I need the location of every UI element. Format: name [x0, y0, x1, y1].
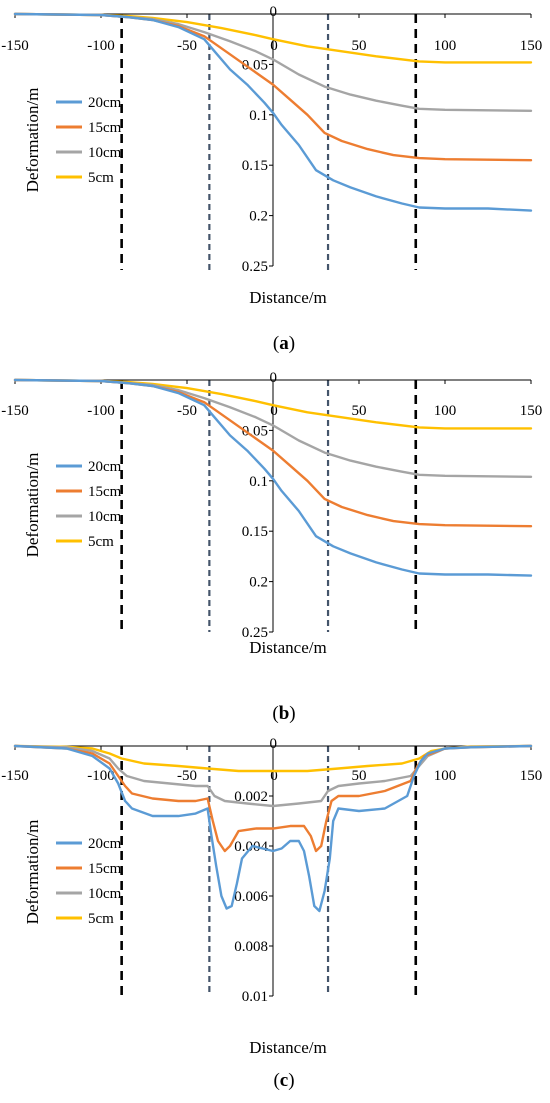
- y-tick-label: 0.002: [234, 789, 268, 805]
- x-tick-label: -150: [1, 38, 29, 54]
- legend-label: 5cm: [88, 911, 114, 927]
- x-tick-label: -50: [177, 403, 197, 419]
- x-tick-label: 50: [352, 38, 367, 54]
- x-tick-label: 100: [434, 38, 457, 54]
- caption-letter: a: [279, 333, 289, 354]
- x-tick-label: 150: [520, 768, 543, 784]
- x-tick-label: 150: [520, 38, 543, 54]
- x-tick-label: -100: [87, 768, 115, 784]
- caption-letter: c: [280, 1070, 288, 1091]
- x-tick-label: -50: [177, 768, 197, 784]
- y-tick-label: 0: [270, 4, 278, 20]
- legend-label: 10cm: [88, 145, 122, 161]
- x-tick-label: 150: [520, 403, 543, 419]
- y-tick-label: 0: [270, 370, 278, 386]
- x-axis-title: Distance/m: [249, 638, 326, 657]
- x-axis-title: Distance/m: [249, 1038, 326, 1057]
- y-axis-title: Deformation/m: [23, 88, 42, 193]
- y-tick-label: 0.008: [234, 939, 268, 955]
- panel-caption: (a): [273, 333, 295, 354]
- x-tick-label: 100: [434, 768, 457, 784]
- legend-label: 15cm: [88, 484, 122, 500]
- legend-label: 10cm: [88, 886, 122, 902]
- y-tick-label: 0.1: [249, 474, 268, 490]
- series-line-15cm: [13, 744, 533, 853]
- caption-paren-open: (: [273, 1070, 279, 1091]
- y-axis-title: Deformation/m: [23, 820, 42, 925]
- legend-label: 5cm: [88, 534, 114, 550]
- panel-caption: (b): [272, 703, 295, 724]
- x-tick-label: 100: [434, 403, 457, 419]
- y-tick-label: 0.25: [242, 625, 268, 641]
- x-tick-label: -100: [87, 403, 115, 419]
- y-tick-label: 0.05: [242, 423, 268, 439]
- x-tick-label: -150: [1, 768, 29, 784]
- y-tick-label: 0.25: [242, 259, 268, 275]
- x-tick-label: 50: [352, 768, 367, 784]
- x-tick-label: 0: [270, 768, 278, 784]
- legend-label: 5cm: [88, 170, 114, 186]
- y-tick-label: 0.15: [242, 524, 268, 540]
- y-tick-label: 0.006: [234, 889, 268, 905]
- series-line-5cm: [13, 744, 533, 773]
- x-tick-label: 0: [270, 403, 278, 419]
- legend-label: 10cm: [88, 509, 122, 525]
- x-tick-label: -150: [1, 403, 29, 419]
- y-tick-label: 0.15: [242, 158, 268, 174]
- caption-paren-close: ): [289, 703, 295, 724]
- legend-label: 15cm: [88, 861, 122, 877]
- chart-panel-a: 00.050.10.150.20.25-150 -100 -50 0 50 100 1502…: [1, 4, 542, 354]
- series-line-20cm: [13, 744, 533, 913]
- x-tick-label: 50: [352, 403, 367, 419]
- panel-caption: (c): [273, 1070, 294, 1091]
- caption-paren-close: ): [288, 1070, 294, 1091]
- caption-paren-open: (: [272, 703, 278, 724]
- chart-panel-b: 00.050.10.150.20.25-150 -100 -50 0 50 100 1502…: [1, 370, 542, 724]
- legend-label: 15cm: [88, 120, 122, 136]
- caption-paren-open: (: [273, 333, 279, 354]
- caption-letter: b: [279, 703, 290, 724]
- caption-paren-close: ): [289, 333, 295, 354]
- x-axis-title: Distance/m: [249, 288, 326, 307]
- y-tick-label: 0: [270, 736, 278, 752]
- y-tick-label: 0.1: [249, 108, 268, 124]
- legend-label: 20cm: [88, 836, 122, 852]
- legend-label: 20cm: [88, 95, 122, 111]
- x-tick-label: -50: [177, 38, 197, 54]
- y-tick-label: 0.2: [249, 209, 268, 225]
- series-line-20cm: [13, 378, 533, 577]
- series-line-20cm: [13, 12, 533, 212]
- y-tick-label: 0.05: [242, 57, 268, 73]
- x-tick-label: -100: [87, 38, 115, 54]
- y-axis-title: Deformation/m: [23, 453, 42, 558]
- x-tick-label: 0: [270, 38, 278, 54]
- legend-label: 20cm: [88, 459, 122, 475]
- y-tick-label: 0.2: [249, 575, 268, 591]
- y-tick-label: 0.01: [242, 989, 268, 1005]
